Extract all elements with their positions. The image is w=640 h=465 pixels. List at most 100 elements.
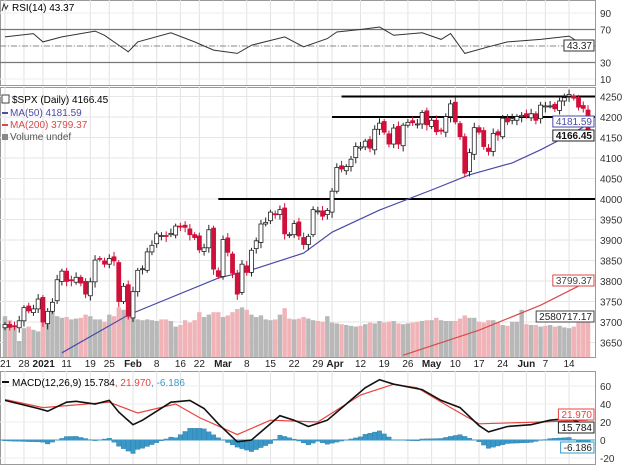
volume-bar <box>145 319 150 357</box>
candle-body <box>386 133 392 145</box>
volume-legend: Volume undef <box>10 132 71 143</box>
macd-histogram-bar <box>258 439 264 448</box>
ma200-legend: MA(200) 3799.37 <box>10 120 88 131</box>
macd-legend-signal: 21.970 <box>120 378 151 389</box>
macd-histogram-bar <box>230 439 235 445</box>
x-tick-label: 29 <box>312 359 324 370</box>
price-y-tick-label: 3700 <box>600 318 623 329</box>
volume-bar <box>462 315 467 357</box>
candle-body <box>348 158 354 168</box>
volume-bar <box>339 324 344 357</box>
macd-histogram-bar <box>362 434 368 441</box>
volume-bar <box>140 320 145 357</box>
ma200-legend-icon <box>2 124 8 126</box>
candle-body <box>173 225 179 236</box>
macd-histogram-bar <box>206 431 212 441</box>
candle-body <box>367 139 373 149</box>
x-tick-label: 24 <box>497 359 509 370</box>
ma50-legend: MA(50) 4181.59 <box>10 108 82 119</box>
candle-body <box>320 210 325 217</box>
candle-body <box>334 167 340 192</box>
candle-body <box>391 127 397 145</box>
volume-bar <box>419 321 425 357</box>
panel-frame <box>0 87 596 358</box>
candle-body <box>419 112 425 125</box>
volume-bar <box>509 321 515 357</box>
candle-body <box>87 281 93 297</box>
candle-body <box>315 210 321 213</box>
candle-body <box>500 117 506 138</box>
candle-body <box>130 291 136 319</box>
value-tag-frame <box>552 115 595 128</box>
ma50-legend-icon <box>2 112 8 114</box>
volume-bar <box>258 315 264 357</box>
volume-bar <box>35 331 41 357</box>
rsi-y-tick-label: 10 <box>600 75 612 86</box>
candle-body <box>230 253 235 274</box>
candle-body <box>140 268 145 271</box>
macd-histogram-bar <box>140 439 145 449</box>
candle-body <box>106 258 112 265</box>
volume-bar <box>382 322 387 357</box>
macd-y-tick-label: 60 <box>600 382 612 393</box>
volume-value-tag-box: 2580717.17 <box>535 310 595 323</box>
candle-body <box>277 209 283 215</box>
price-y-tick-label: 3800 <box>600 277 623 288</box>
macd-histogram-bar <box>177 434 183 441</box>
macd-histogram-bar <box>277 434 283 441</box>
signal-value-tag: 21.970 <box>561 410 592 421</box>
candle-body <box>196 235 202 251</box>
candle-body <box>253 240 259 250</box>
macd-histogram-bar <box>116 439 122 447</box>
volume-bar <box>225 315 230 357</box>
macd-histogram-bar <box>324 439 330 445</box>
price-y-tick-label: 3850 <box>600 257 623 268</box>
value-tag-frame <box>552 274 595 287</box>
volume-bar <box>547 325 553 357</box>
volume-bar <box>476 321 482 357</box>
candle-body <box>396 126 401 145</box>
volume-bar <box>272 319 278 357</box>
candle-body <box>377 122 382 130</box>
price-y-tick-label: 4000 <box>600 195 623 206</box>
volume-bar <box>405 323 411 357</box>
candle-body <box>486 147 491 152</box>
histogram-value-tag-box: -6.186 <box>560 441 595 454</box>
candle-body <box>353 146 359 158</box>
x-tick-label: 26 <box>402 359 414 370</box>
volume-bar <box>453 321 458 357</box>
volume-bar <box>377 321 382 357</box>
volume-bar <box>287 318 292 357</box>
volume-bar <box>481 322 486 357</box>
volume-bar <box>54 316 60 357</box>
volume-bar <box>254 317 259 357</box>
volume-bar <box>415 321 420 357</box>
candle-body <box>557 100 562 111</box>
candle-body <box>505 117 510 123</box>
candle-body <box>263 221 269 225</box>
macd-histogram-bar <box>381 433 387 441</box>
macd-histogram-bar <box>211 434 217 441</box>
candle-body <box>7 324 13 328</box>
price-y-tick-label: 4100 <box>600 154 623 165</box>
macd-legend-icon <box>2 381 9 383</box>
panel-frame <box>0 0 596 86</box>
volume-bar <box>50 308 55 357</box>
volume-bar <box>585 317 591 357</box>
volume-bar <box>367 322 373 357</box>
macd-legend-text: MACD(12,26,9) 15.784, 21.970, -6.186 <box>12 378 185 389</box>
ma200-value-tag: 3799.37 <box>556 276 593 287</box>
macd-line <box>4 378 589 443</box>
rsi-legend-text: RSI(14) 43.37 <box>12 3 75 14</box>
candle-body <box>16 320 22 329</box>
volume-bar <box>500 325 505 357</box>
volume-bar <box>472 317 477 357</box>
macd-histogram-bar <box>135 439 141 450</box>
candle-body <box>400 124 406 147</box>
candle-body <box>45 310 51 325</box>
macd-legend: MACD(12,26,9) 15.784, 21.970, -6.186 <box>2 378 185 389</box>
candle-body <box>481 130 487 147</box>
rsi-y-tick-label: 70 <box>600 26 612 37</box>
macd-histogram-bar <box>500 439 506 445</box>
macd-histogram-bar <box>457 434 463 441</box>
